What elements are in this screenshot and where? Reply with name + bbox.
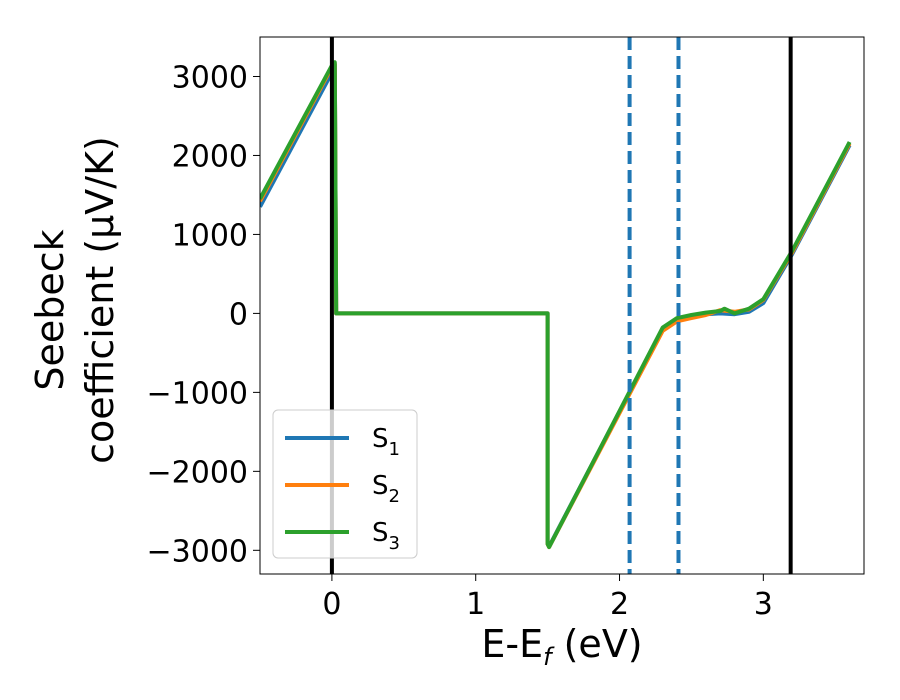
x-tick-label: 0 — [322, 587, 341, 622]
x-axis-ticks: 0 1 2 3 — [322, 574, 773, 622]
plot-area — [260, 37, 852, 574]
y-tick-label: −1000 — [147, 376, 248, 411]
legend-label-s1: S1 — [372, 424, 400, 460]
legend-label-s3: S3 — [372, 518, 400, 554]
y-tick-label: 3000 — [172, 60, 248, 95]
y-tick-label: 2000 — [172, 139, 248, 174]
y-axis-ticks: −3000 −2000 −1000 0 1000 2000 3000 — [147, 60, 260, 569]
y-tick-label: 0 — [229, 297, 248, 332]
legend-label-s2: S2 — [372, 471, 400, 507]
y-axis-title: Seebeck coefficient (μV/K) — [28, 136, 122, 464]
x-tick-label: 2 — [610, 587, 629, 622]
legend: S1 S2 S3 — [272, 409, 418, 559]
y-axis-title-line2: coefficient (μV/K) — [78, 136, 122, 464]
y-axis-title-line1: Seebeck — [28, 229, 72, 390]
y-tick-label: −3000 — [147, 534, 248, 569]
x-axis-title-base: E-E — [481, 622, 543, 666]
series-line-s3 — [260, 60, 852, 550]
y-tick-label: 1000 — [172, 218, 248, 253]
x-axis-title-unit: (eV) — [552, 622, 643, 666]
x-tick-label: 3 — [754, 587, 773, 622]
x-axis-title: E-Ef (eV) — [481, 622, 642, 671]
plot-frame — [259, 36, 865, 575]
y-tick-label: −2000 — [147, 455, 248, 490]
x-tick-label: 1 — [466, 587, 485, 622]
